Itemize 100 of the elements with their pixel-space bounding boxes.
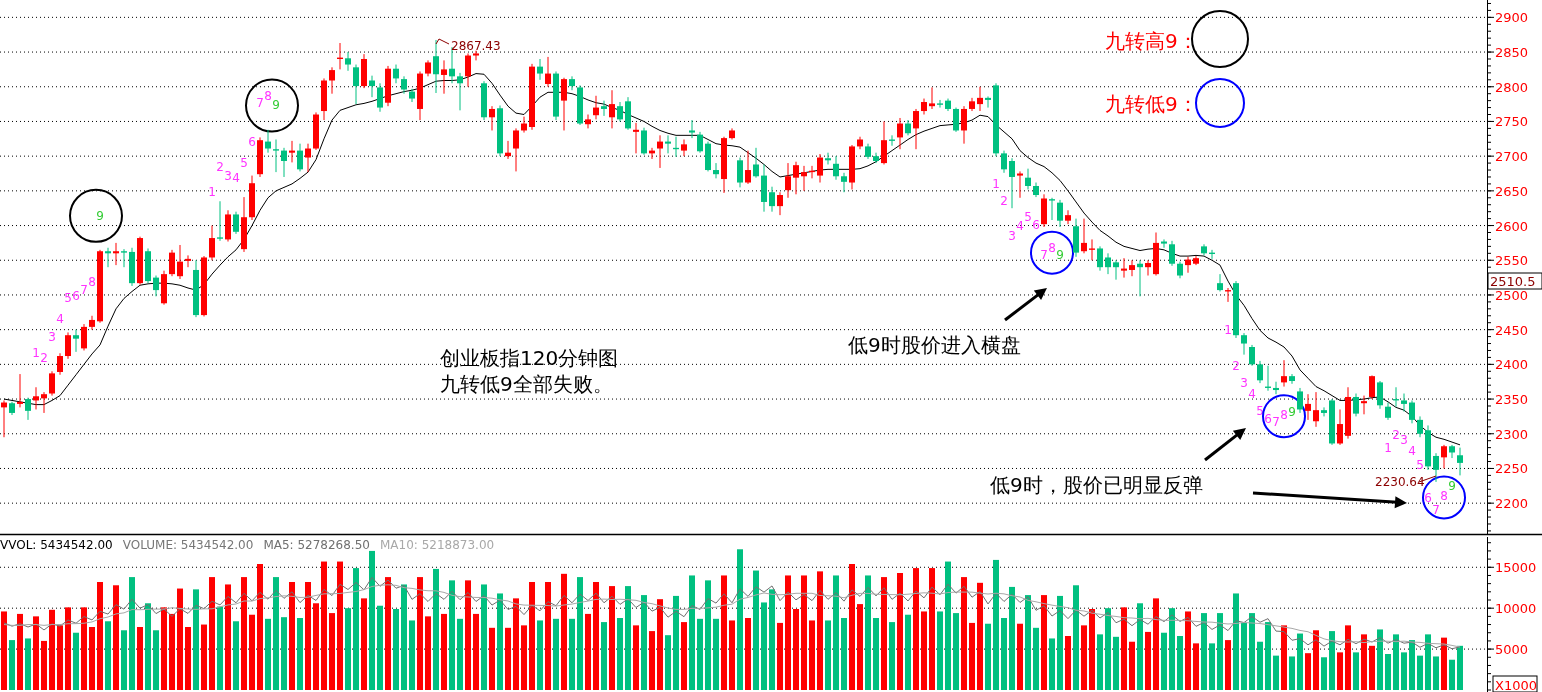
bar [817, 571, 823, 690]
y-tick-label: 2350 [1495, 392, 1529, 408]
bar [1289, 656, 1295, 690]
bar [1193, 643, 1199, 690]
y-tick-label: 2400 [1495, 357, 1529, 373]
text: 2 [216, 160, 224, 175]
bar [481, 584, 487, 690]
bar [737, 549, 743, 690]
bar [193, 589, 199, 690]
bar [625, 586, 631, 690]
y-tick-label: 2850 [1495, 45, 1529, 61]
bar [857, 604, 863, 690]
bar [1257, 641, 1263, 690]
text: 8 [1440, 489, 1448, 504]
bar [1337, 652, 1343, 690]
text: 8 [88, 274, 96, 289]
text: 3 [48, 330, 56, 345]
bar [65, 607, 71, 690]
bar [1321, 657, 1327, 690]
bar [337, 561, 343, 690]
bar [841, 618, 847, 690]
bar [1049, 638, 1055, 690]
bar [1081, 625, 1087, 690]
bar [169, 613, 175, 690]
bar [1161, 632, 1167, 690]
bar [1009, 586, 1015, 690]
y-tick-label: 2800 [1495, 79, 1529, 95]
y-tick-label: 2500 [1495, 287, 1529, 303]
bar [201, 624, 207, 690]
bar [417, 577, 423, 690]
bar [1129, 641, 1135, 690]
bar [537, 620, 543, 690]
bar [873, 618, 879, 690]
bar [489, 627, 495, 690]
text: 2 [40, 351, 48, 366]
text: 4 [232, 170, 240, 185]
text: 1 [32, 346, 40, 361]
text: 7 [80, 283, 88, 298]
bar [1281, 625, 1287, 690]
bar [657, 599, 663, 690]
text: 7 [1432, 502, 1440, 517]
text: 5 [1024, 210, 1032, 225]
bar [793, 609, 799, 690]
bar [1073, 585, 1079, 690]
bar [1057, 595, 1063, 690]
text: 4 [1408, 444, 1416, 459]
text: 3 [224, 169, 232, 184]
bar [465, 580, 471, 690]
text: 7 [1040, 247, 1048, 262]
bar [777, 622, 783, 690]
bar [161, 607, 167, 690]
bar [977, 582, 983, 690]
text: 5 [1416, 458, 1424, 473]
text: 8 [264, 88, 272, 103]
bar [785, 575, 791, 690]
bar [393, 609, 399, 690]
bar [649, 631, 655, 690]
bar [705, 580, 711, 690]
bar [1449, 659, 1455, 690]
bar [1, 611, 7, 690]
bar [1425, 634, 1431, 690]
bar [1145, 631, 1151, 690]
text: 9 [1448, 479, 1456, 494]
text: 2 [1000, 193, 1008, 208]
bar [1233, 593, 1239, 690]
bar [377, 605, 383, 690]
bar [1377, 629, 1383, 690]
bar [1065, 636, 1071, 690]
y-tick-label: 10000 [1495, 601, 1537, 617]
bar [137, 627, 143, 690]
y-tick-label: 2750 [1495, 114, 1529, 130]
bar [1025, 595, 1031, 690]
bar [449, 580, 455, 690]
bar [177, 588, 183, 690]
bar [1385, 654, 1391, 690]
bar [809, 620, 815, 690]
text: 5 [1256, 404, 1264, 419]
bar [1353, 652, 1359, 690]
bar [241, 577, 247, 690]
bar [297, 618, 303, 690]
bar [441, 613, 447, 690]
bar [1297, 633, 1303, 690]
bar [849, 564, 855, 690]
bar [185, 627, 191, 690]
text: MA10: 5218873.00 [379, 538, 495, 552]
bar [889, 622, 895, 690]
text: 2510.5 [1490, 274, 1536, 289]
annotation: 低9时，股价已明显反弹 [990, 473, 1203, 497]
bar [73, 632, 79, 690]
text: 7 [256, 96, 264, 111]
y-tick-label: 5000 [1495, 642, 1529, 658]
text: 6 [1032, 218, 1040, 233]
bar [1313, 630, 1319, 690]
bar [129, 577, 135, 690]
y-axis-title: X1000 [1495, 678, 1537, 692]
bar [577, 577, 583, 690]
text: 9 [96, 208, 104, 223]
bar [913, 568, 919, 690]
bar [425, 616, 431, 690]
bar [9, 640, 15, 690]
